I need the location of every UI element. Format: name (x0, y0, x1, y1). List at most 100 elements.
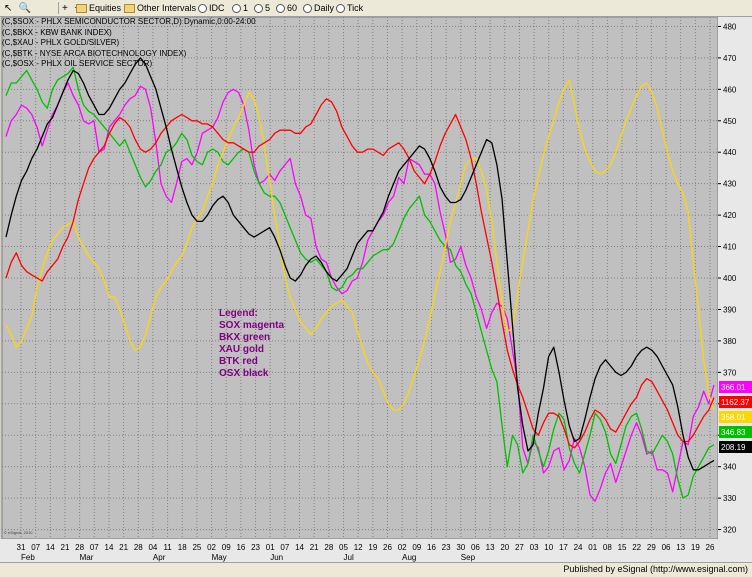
series-group (5, 57, 715, 502)
annotation-legend-line: XAU gold (219, 344, 264, 355)
x-tick-label: 25 (192, 543, 201, 552)
series-line-osx (5, 57, 715, 471)
interval-60[interactable]: 60 (276, 2, 297, 14)
x-tick-label: 19 (368, 543, 377, 552)
last-value-tag-text: 1162.37 (721, 398, 750, 407)
x-tick-label: 14 (105, 543, 114, 552)
y-tick-label: 330 (723, 494, 737, 503)
annotation-legend-line: BKX green (219, 332, 271, 343)
price-chart[interactable]: 3203303403503603703803904004104204304404… (0, 17, 752, 562)
radio-icon (336, 4, 345, 14)
x-month-label: Sep (461, 553, 476, 562)
x-tick-label: 04 (148, 543, 157, 552)
zoom-tool-icon[interactable]: 🔍 (18, 3, 32, 14)
series-label: (C,$XAU - PHLX GOLD/SILVER) (2, 38, 120, 47)
interval-idc-label: IDC (209, 3, 225, 13)
x-tick-label: 09 (412, 543, 421, 552)
interval-daily[interactable]: Daily (303, 2, 334, 14)
interval-5-label: 5 (265, 3, 271, 13)
x-tick-label: 23 (251, 543, 260, 552)
y-tick-label: 480 (723, 22, 737, 31)
interval-tick[interactable]: Tick (336, 2, 363, 14)
annotation-legend: Legend: SOX magenta BKX green XAU gold B… (219, 308, 284, 380)
x-tick-label: 14 (46, 543, 55, 552)
series-label: (C,$BKX - KBW BANK INDEX) (2, 27, 112, 37)
y-tick-label: 410 (723, 243, 737, 252)
interval-1[interactable]: 1 (232, 2, 248, 14)
last-value-tag-text: 346.83 (721, 428, 746, 437)
x-tick-label: 14 (295, 543, 304, 552)
equities-menu[interactable]: Equities▼ (76, 2, 130, 14)
x-tick-label: 21 (119, 543, 128, 552)
x-tick-label: 09 (222, 543, 231, 552)
radio-icon (276, 4, 285, 14)
y-tick-label: 470 (723, 54, 737, 63)
x-tick-label: 21 (61, 543, 70, 552)
x-tick-label: 07 (31, 543, 40, 552)
x-tick-label: 28 (75, 543, 84, 552)
x-tick-label: 11 (163, 543, 172, 552)
x-tick-label: 17 (559, 543, 568, 552)
y-tick-label: 390 (723, 305, 737, 314)
x-axis-panel (0, 539, 752, 562)
last-value-tag (719, 441, 752, 453)
x-tick-label: 31 (17, 543, 26, 552)
radio-icon (198, 4, 207, 14)
x-tick-label: 16 (236, 543, 245, 552)
y-tick-label: 370 (723, 368, 737, 377)
x-month-label: Apr (153, 553, 166, 562)
y-tick-label: 320 (723, 526, 737, 535)
interval-idc[interactable]: IDC (198, 2, 225, 14)
series-line-xau (5, 79, 715, 411)
radio-icon (303, 4, 312, 14)
y-tick-label: 440 (723, 148, 737, 157)
equities-label: Equities (89, 3, 122, 13)
plus-icon[interactable]: + (62, 3, 68, 14)
other-intervals-menu[interactable]: Other Intervals▼ (124, 2, 205, 14)
x-tick-label: 24 (574, 543, 583, 552)
last-value-tag (719, 396, 752, 408)
radio-icon (232, 4, 241, 14)
x-tick-label: 28 (324, 543, 333, 552)
interval-5[interactable]: 5 (254, 2, 270, 14)
toolbar: ↖ 🔍 + − Equities▼ Other Intervals▼ IDC 1… (0, 0, 752, 17)
x-tick-label: 01 (588, 543, 597, 552)
y-tick-label: 380 (723, 337, 737, 346)
x-tick-label: 23 (442, 543, 451, 552)
y-tick-label: 340 (723, 463, 737, 472)
x-tick-label: 07 (90, 543, 99, 552)
interval-tick-label: Tick (347, 3, 364, 13)
x-tick-label: 15 (618, 543, 627, 552)
x-month-label: Jun (270, 553, 283, 562)
series-label: (C,$SOX - PHLX SEMICONDUCTOR SECTOR,D) D… (2, 17, 256, 26)
interval-1-label: 1 (243, 3, 249, 13)
x-tick-label: 26 (383, 543, 392, 552)
x-tick-label: 29 (647, 543, 656, 552)
x-tick-label: 30 (456, 543, 465, 552)
x-tick-label: 26 (706, 543, 715, 552)
copyright-text: © eSignal, 2010 (4, 530, 33, 535)
last-value-tag-text: 208.19 (721, 443, 746, 452)
x-tick-label: 22 (632, 543, 641, 552)
x-tick-label: 27 (515, 543, 524, 552)
x-tick-label: 20 (500, 543, 509, 552)
x-tick-label: 18 (178, 543, 187, 552)
series-line-bkx (5, 66, 715, 499)
folder-icon (124, 4, 135, 14)
x-tick-label: 10 (544, 543, 553, 552)
x-tick-label: 02 (207, 543, 216, 552)
x-month-label: Feb (21, 553, 35, 562)
interval-daily-label: Daily (314, 3, 335, 13)
x-month-label: Mar (80, 553, 94, 562)
footer: Published by eSignal (http://www.esignal… (0, 562, 752, 577)
x-month-label: Jul (344, 553, 354, 562)
cursor-tool-icon[interactable]: ↖ (4, 3, 13, 14)
annotation-legend-title: Legend: (219, 308, 258, 319)
series-line-sox (5, 82, 715, 502)
series-line-btk (5, 98, 715, 449)
last-value-tag-text: 366.01 (721, 383, 746, 392)
x-tick-label: 12 (354, 543, 363, 552)
footer-text: Published by eSignal (http://www.esignal… (563, 564, 748, 574)
x-tick-label: 01 (266, 543, 275, 552)
y-tick-label: 430 (723, 180, 737, 189)
